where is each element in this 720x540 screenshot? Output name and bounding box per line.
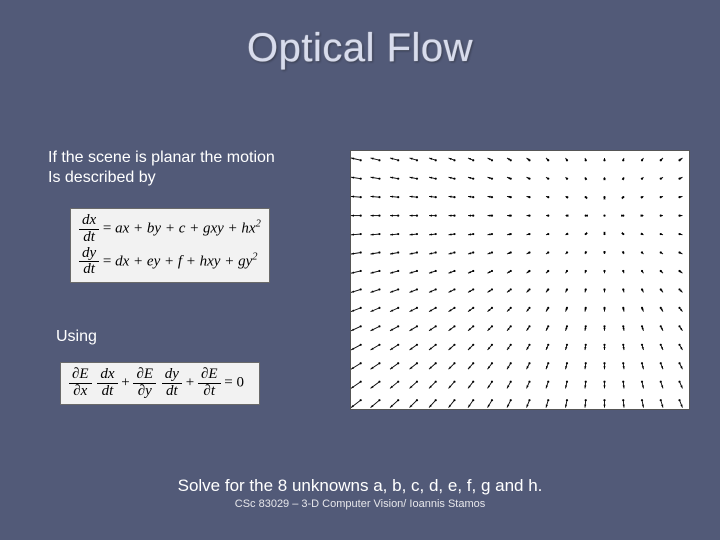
eq1-rhs2: dx + ey + f + hxy + gy [115, 253, 252, 269]
intro-line-2: Is described by [48, 169, 156, 186]
equation-motion-model: dxdt = ax + by + c + gxy + hx2 dydt = dx… [70, 208, 270, 283]
slide-footer: CSc 83029 – 3-D Computer Vision/ Ioannis… [0, 498, 720, 510]
eq2-t4-num: dy [162, 367, 182, 384]
slide: Optical Flow If the scene is planar the … [0, 0, 720, 540]
intro-text: If the scene is planar the motion Is des… [48, 148, 275, 188]
eq1-lhs2-num: dy [79, 246, 99, 263]
eq1-lhs1-den: dt [79, 230, 99, 246]
eq2-t5-den: ∂t [198, 384, 221, 400]
eq1-rhs2-sup: 2 [252, 251, 257, 262]
eq2-t4-den: dt [162, 384, 182, 400]
eq2-t2-num: dx [97, 367, 117, 384]
eq2-t3-den: ∂y [133, 384, 156, 400]
using-label: Using [56, 328, 97, 346]
intro-line-1: If the scene is planar the motion [48, 149, 275, 166]
optical-flow-vector-field [350, 150, 690, 410]
eq1-lhs2-den: dt [79, 262, 99, 278]
eq1-lhs1-num: dx [79, 213, 99, 230]
page-title: Optical Flow [0, 26, 720, 71]
eq2-t1-den: ∂x [69, 384, 92, 400]
eq2-t1-num: ∂E [69, 367, 92, 384]
equation-brightness-constancy: ∂E∂x dxdt + ∂E∂y dydt + ∂E∂t = 0 [60, 362, 260, 405]
eq1-rhs1-sup: 2 [256, 219, 261, 230]
solve-text: Solve for the 8 unknowns a, b, c, d, e, … [0, 476, 720, 496]
eq2-t3-num: ∂E [133, 367, 156, 384]
eq2-t2-den: dt [97, 384, 117, 400]
vector-field-svg [351, 151, 689, 409]
eq1-rhs1: ax + by + c + gxy + hx [115, 221, 255, 237]
eq2-t5-num: ∂E [198, 367, 221, 384]
eq2-rhs: 0 [236, 375, 244, 391]
